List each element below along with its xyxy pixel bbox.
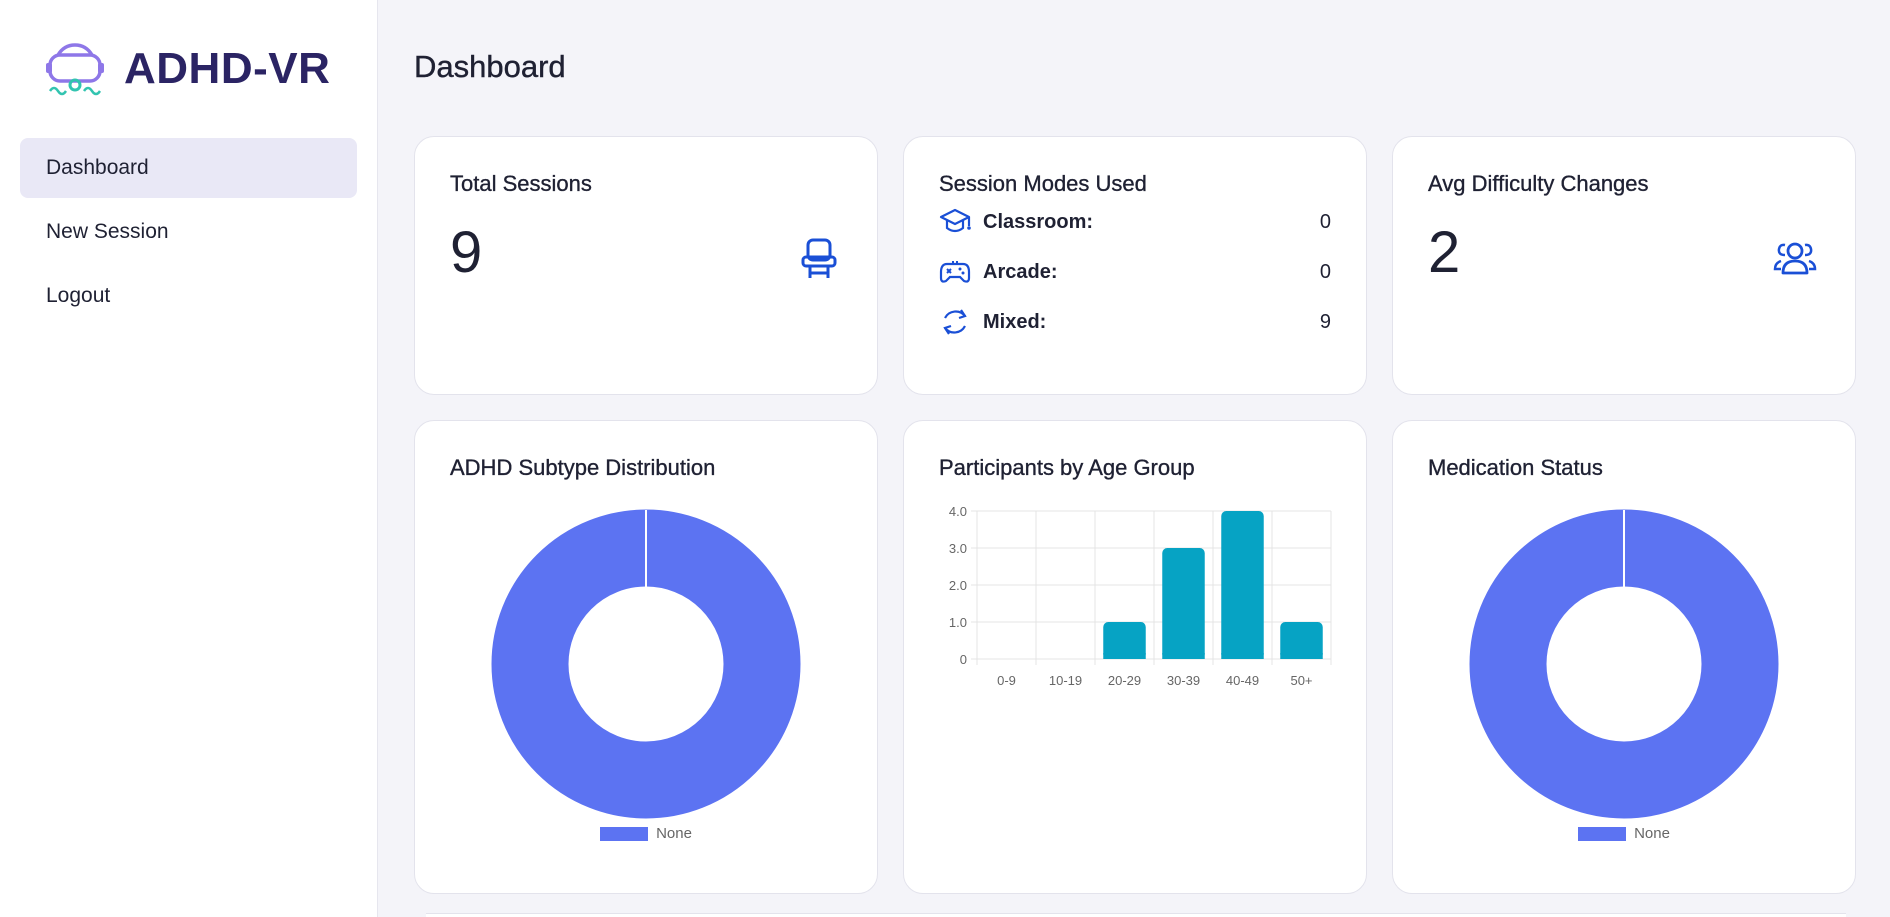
medication-donut-chart[interactable] [1469,509,1779,819]
session-modes-title: Session Modes Used [939,171,1147,196]
bar-base [1221,653,1264,659]
total-sessions-card: Total Sessions 9 [414,136,878,395]
total-sessions-value: 9 [450,220,483,285]
bar-base [1280,653,1323,659]
y-tick-label: 3.0 [949,541,967,556]
avg-difficulty-title: Avg Difficulty Changes [1428,171,1649,196]
x-tick-label: 10-19 [1049,673,1082,688]
mode-value: 0 [1319,260,1331,283]
chair-icon [801,238,837,278]
bar-40-49[interactable] [1221,511,1264,659]
x-tick-label: 0-9 [997,673,1016,688]
x-tick-label: 20-29 [1108,673,1141,688]
next-card-edge [426,913,1846,917]
mode-row-arcade: Arcade: 0 [939,247,1331,297]
adhd-subtype-title: ADHD Subtype Distribution [450,455,716,480]
adhd-subtype-donut-chart[interactable] [491,509,801,819]
logo[interactable]: ADHD-VR [20,0,357,138]
medication-card: Medication Status None [1392,420,1856,894]
y-tick-label: 0 [960,652,967,667]
page-title: Dashboard [414,49,566,84]
legend-swatch [1578,826,1627,841]
mode-value: 0 [1319,210,1331,233]
age-group-bar-chart[interactable]: 0 1.0 2.0 3.0 4.0 0-9 10-19 20-29 30-39 40-49 50+ [939,501,1339,701]
dashboard-grid: Total Sessions 9 Session Modes Used [414,136,1856,894]
sidebar-item-new-session[interactable]: New Session [46,220,169,243]
mode-value: 9 [1319,310,1331,333]
app-name: ADHD-VR [124,44,331,93]
adhd-subtype-card: ADHD Subtype Distribution None [414,420,878,894]
chart-legend[interactable]: None [1428,825,1820,842]
sidebar-item-dashboard[interactable]: Dashboard [20,138,357,198]
bar-30-39[interactable] [1162,548,1205,659]
y-tick-label: 4.0 [949,504,967,519]
avg-difficulty-card: Avg Difficulty Changes 2 [1392,136,1856,395]
mode-label: Arcade: [983,260,1058,283]
bar-base [1162,653,1205,659]
graduation-cap-icon [939,208,971,233]
age-group-card: Participants by Age Group 0 1.0 2.0 3.0 4.0 0… [903,420,1367,894]
x-tick-label: 50+ [1290,673,1312,688]
x-tick-label: 40-49 [1226,673,1259,688]
bar-20-29[interactable] [1103,622,1146,659]
main-content: Dashboard Total Sessions 9 Session Modes… [378,0,1890,917]
y-tick-label: 1.0 [949,615,967,630]
bar-base [1103,653,1146,659]
chart-legend[interactable]: None [450,825,842,842]
legend-swatch [600,826,649,841]
users-icon [1773,242,1817,275]
bar-50+[interactable] [1280,622,1323,659]
gamepad-icon [939,261,971,283]
session-modes-card: Session Modes Used Classroom: 0 [903,136,1367,395]
medication-title: Medication Status [1428,455,1603,480]
refresh-icon [943,309,967,335]
mode-row-mixed: Mixed: 9 [939,297,1331,347]
mode-label: Mixed: [983,310,1047,333]
avg-difficulty-value: 2 [1428,220,1461,285]
mode-row-classroom: Classroom: 0 [939,197,1331,247]
age-group-title: Participants by Age Group [939,455,1195,480]
vr-headset-icon [46,43,104,96]
sidebar: ADHD-VR Dashboard New Session Logout [0,0,378,917]
total-sessions-title: Total Sessions [450,171,592,196]
y-tick-label: 2.0 [949,578,967,593]
legend-label: None [1634,825,1670,842]
mode-label: Classroom: [983,210,1094,233]
legend-label: None [656,825,692,842]
x-tick-label: 30-39 [1167,673,1200,688]
sidebar-nav: Dashboard New Session Logout [20,138,357,326]
sidebar-item-logout[interactable]: Logout [46,284,111,307]
